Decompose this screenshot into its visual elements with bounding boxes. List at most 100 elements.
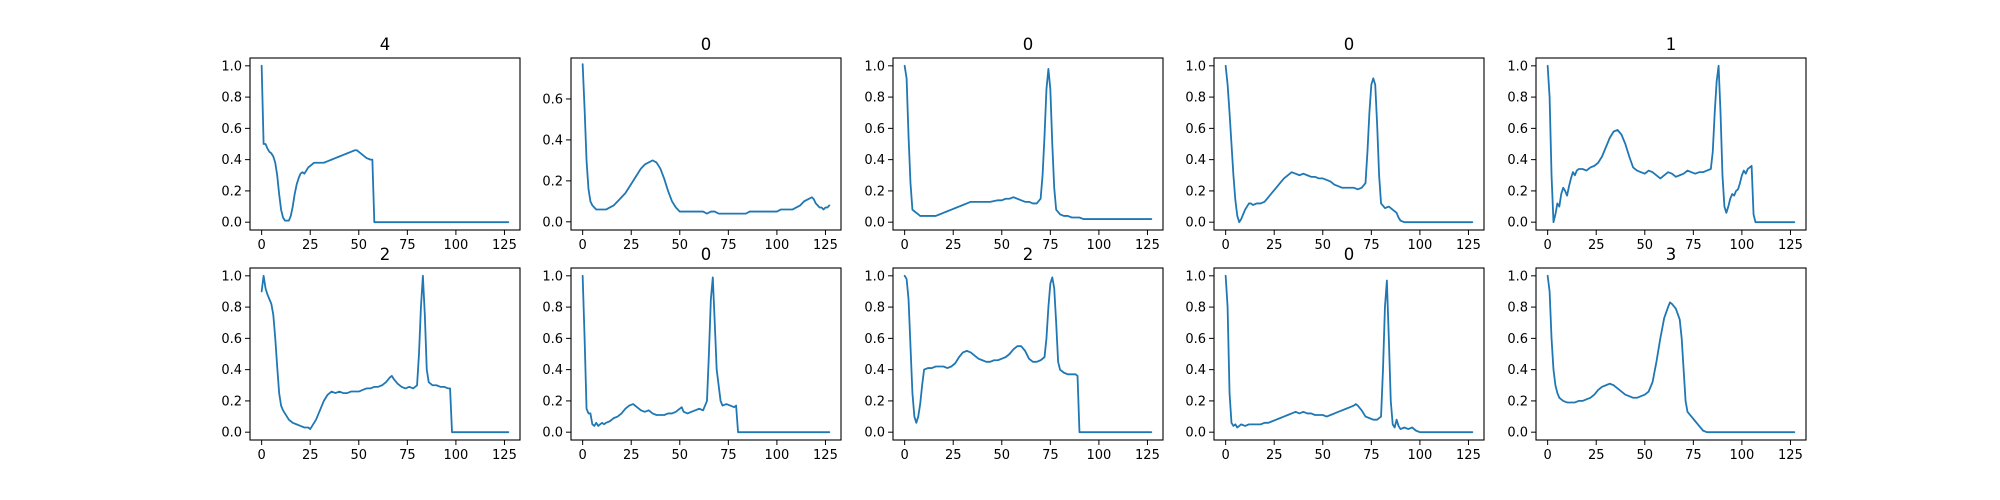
x-tick-label: 50	[672, 238, 689, 253]
y-tick-label: 0.2	[221, 184, 242, 199]
subplot-title: 1	[1666, 35, 1677, 54]
y-tick-label: 0.2	[1185, 394, 1206, 409]
y-tick-label: 0.8	[221, 91, 242, 106]
x-tick-label: 100	[764, 238, 789, 253]
y-tick-label: 0.2	[864, 184, 885, 199]
y-tick-label: 0.8	[864, 301, 885, 316]
subplot-title: 0	[1344, 245, 1355, 264]
x-tick-label: 25	[1266, 448, 1283, 463]
y-tick-label: 0.6	[1507, 332, 1528, 347]
y-tick-label: 0.4	[1185, 363, 1206, 378]
y-tick-label: 0.2	[864, 394, 885, 409]
x-tick-label: 100	[1407, 238, 1432, 253]
x-tick-label: 75	[720, 448, 737, 463]
x-tick-label: 125	[1135, 238, 1160, 253]
y-tick-label: 0.4	[221, 153, 242, 168]
y-tick-label: 0.0	[221, 426, 242, 441]
x-tick-label: 100	[443, 238, 468, 253]
y-tick-label: 0.8	[864, 91, 885, 106]
y-tick-label: 0.6	[1185, 332, 1206, 347]
x-tick-label: 25	[1588, 238, 1605, 253]
axes-frame	[892, 267, 1164, 441]
axes-frame	[1213, 57, 1485, 231]
y-tick-label: 1.0	[1185, 59, 1206, 74]
x-tick-label: 0	[1222, 238, 1230, 253]
y-tick-label: 0.4	[864, 153, 885, 168]
subplot-title: 2	[380, 245, 391, 264]
y-tick-label: 0.0	[864, 426, 885, 441]
x-tick-label: 100	[1407, 448, 1432, 463]
y-tick-label: 0.4	[221, 363, 242, 378]
series-line	[903, 64, 1153, 220]
x-tick-label: 50	[1637, 448, 1654, 463]
y-tick-label: 0.0	[542, 426, 563, 441]
axes-frame	[249, 57, 521, 231]
y-tick-label: 0.2	[1507, 394, 1528, 409]
y-tick-label: 0.4	[1507, 153, 1528, 168]
x-tick-label: 125	[1778, 448, 1803, 463]
axes-frame	[1213, 267, 1485, 441]
x-tick-label: 125	[1135, 448, 1160, 463]
subplot-7: 0 0 25 50 75 100 125 0.0 0.2 0.4 0.6 0.8 1.0	[542, 245, 842, 463]
x-tick-label: 0	[1544, 448, 1552, 463]
y-tick-label: 0.0	[221, 216, 242, 231]
y-tick-label: 0.2	[542, 174, 563, 189]
y-tick-label: 0.2	[221, 394, 242, 409]
x-tick-label: 125	[813, 448, 838, 463]
x-tick-label: 75	[1042, 238, 1059, 253]
x-tick-label: 75	[399, 238, 416, 253]
x-tick-label: 50	[994, 238, 1011, 253]
y-tick-label: 0.6	[542, 92, 563, 107]
series-line	[260, 64, 510, 224]
y-tick-label: 0.4	[1185, 153, 1206, 168]
subplot-1: 4 0 25 50 75 100 125 0.0 0.2 0.4 0.6 0.8 1.0	[221, 35, 521, 253]
x-tick-label: 25	[302, 238, 319, 253]
x-tick-label: 25	[945, 448, 962, 463]
x-tick-label: 0	[901, 238, 909, 253]
axes-frame	[570, 57, 842, 231]
x-tick-label: 100	[1729, 238, 1754, 253]
x-tick-label: 100	[1086, 448, 1111, 463]
y-tick-label: 0.0	[1507, 216, 1528, 231]
axes-frame	[249, 267, 521, 441]
series-line	[581, 63, 831, 215]
x-tick-label: 75	[1363, 448, 1380, 463]
x-tick-label: 125	[1456, 448, 1481, 463]
x-tick-label: 0	[579, 238, 587, 253]
y-tick-label: 0.0	[1185, 216, 1206, 231]
x-tick-label: 0	[1222, 448, 1230, 463]
y-tick-label: 0.8	[1185, 91, 1206, 106]
x-tick-label: 75	[720, 238, 737, 253]
y-tick-label: 0.4	[542, 363, 563, 378]
x-tick-label: 125	[1778, 238, 1803, 253]
x-tick-label: 25	[302, 448, 319, 463]
x-tick-label: 125	[492, 448, 517, 463]
subplot-title: 3	[1666, 245, 1677, 264]
series-line	[903, 274, 1153, 434]
series-line	[1546, 64, 1796, 224]
y-tick-label: 0.8	[1185, 301, 1206, 316]
y-tick-label: 0.6	[864, 122, 885, 137]
y-tick-label: 1.0	[542, 269, 563, 284]
x-tick-label: 50	[994, 448, 1011, 463]
x-tick-label: 25	[1266, 238, 1283, 253]
x-tick-label: 0	[258, 238, 266, 253]
subplot-4: 0 0 25 50 75 100 125 0.0 0.2 0.4 0.6 0.8 1.0	[1185, 35, 1485, 253]
subplot-title: 0	[1023, 35, 1034, 54]
x-tick-label: 25	[623, 238, 640, 253]
y-tick-label: 1.0	[221, 269, 242, 284]
subplot-2: 0 0 25 50 75 100 125 0.0 0.2 0.4 0.6	[542, 35, 842, 253]
y-tick-label: 0.6	[1185, 122, 1206, 137]
y-tick-label: 0.8	[1507, 301, 1528, 316]
x-tick-label: 125	[1456, 238, 1481, 253]
y-tick-label: 0.8	[221, 301, 242, 316]
x-tick-label: 125	[813, 238, 838, 253]
subplot-5: 1 0 25 50 75 100 125 0.0 0.2 0.4 0.6 0.8 1.0	[1507, 35, 1807, 253]
subplot-title: 0	[701, 35, 712, 54]
subplot-8: 2 0 25 50 75 100 125 0.0 0.2 0.4 0.6 0.8 1.0	[864, 245, 1164, 463]
subplot-title: 0	[1344, 35, 1355, 54]
y-tick-label: 1.0	[1507, 269, 1528, 284]
subplot-title: 0	[701, 245, 712, 264]
x-tick-label: 125	[492, 238, 517, 253]
